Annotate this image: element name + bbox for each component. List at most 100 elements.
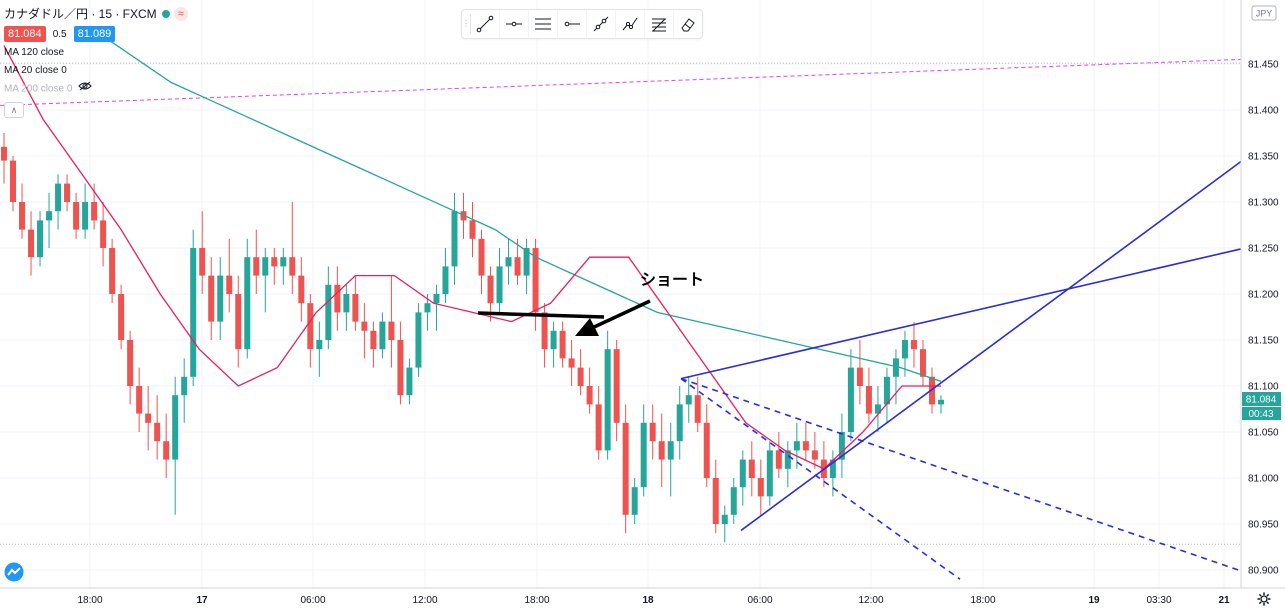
time-tick-label: 21 (1218, 595, 1230, 606)
ma120-legend[interactable]: MA 120 close (4, 47, 65, 58)
time-tick-label: 18 (642, 595, 654, 606)
trend-line-icon[interactable] (471, 10, 500, 38)
candle-body (928, 376, 935, 405)
candle-body (586, 386, 593, 405)
fib-retracement-icon[interactable] (645, 10, 674, 38)
candle-body (208, 275, 215, 322)
sell-button[interactable]: 81.084 (4, 26, 46, 42)
time-tick-label: 06:00 (300, 595, 325, 606)
candle-body (604, 349, 611, 451)
ma20-legend[interactable]: MA 20 close 0 (4, 65, 67, 76)
settings-gear-icon[interactable] (1257, 592, 1271, 606)
chart-legend: カナダドル／円 · 15 · FXCM ≈ 81.084 0.5 81.089 MA … (4, 4, 188, 98)
candle-body (559, 330, 566, 359)
spread-value: 0.5 (52, 29, 67, 40)
price-tick-label: 81.000 (1248, 474, 1279, 485)
candle-body (73, 202, 80, 230)
candle-body (901, 340, 908, 359)
dashed-trend-line (680, 377, 961, 580)
candle-body (766, 450, 773, 497)
price-tick-label: 81.100 (1248, 382, 1279, 393)
candle-body (892, 358, 899, 377)
extended-line-icon[interactable] (587, 10, 616, 38)
candle-body (82, 202, 89, 230)
candle-body (847, 367, 854, 432)
parallel-channel-icon[interactable] (529, 10, 558, 38)
dashed-trend-line (680, 377, 1242, 572)
candle-body (694, 395, 701, 423)
toolbar-grip-icon[interactable]: ⋮ (462, 14, 471, 34)
arrow-head (575, 318, 599, 336)
candle-body (316, 340, 323, 350)
eraser-icon[interactable] (674, 10, 702, 38)
ma-line (89, 26, 942, 383)
price-tick-label: 81.200 (1248, 290, 1279, 301)
currency-badge[interactable] (1251, 5, 1277, 21)
candle-body (703, 422, 710, 478)
current-price-text: 81.084 (1246, 395, 1277, 406)
candle-body (568, 358, 575, 368)
symbol-title[interactable]: カナダドル／円 · 15 · FXCM (4, 6, 157, 21)
price-tick-label: 81.050 (1248, 428, 1279, 439)
time-tick-label: 18:00 (970, 595, 995, 606)
candle-body (127, 340, 134, 386)
candle-body (865, 386, 872, 414)
horizontal-marker-line (477, 311, 605, 319)
candle-body (325, 284, 332, 340)
market-status-dot (161, 9, 170, 18)
candle-body (370, 330, 377, 350)
candle-body (280, 257, 287, 267)
trend-drawings[interactable] (477, 160, 1242, 580)
drawing-toolbar[interactable]: ⋮ (461, 9, 703, 39)
horizontal-ray-icon[interactable] (500, 10, 529, 38)
collapse-legend-button[interactable]: ∧ (4, 102, 24, 118)
short-annotation-label: ショート (640, 270, 704, 289)
delayed-data-badge[interactable]: ≈ (173, 6, 188, 21)
candle-body (352, 294, 359, 322)
candle-body (388, 321, 395, 340)
currency-label: JPY (1256, 9, 1273, 19)
tradingview-logo-icon[interactable] (4, 562, 24, 582)
candle-body (442, 266, 449, 294)
candle-body (199, 248, 206, 276)
candle-body (271, 257, 278, 267)
path-icon[interactable] (616, 10, 645, 38)
candle-body (55, 183, 62, 212)
candle-body (334, 284, 341, 313)
candle-body (145, 413, 152, 423)
price-tick-label: 81.150 (1248, 336, 1279, 347)
candle-body (505, 257, 512, 267)
candle-body (163, 441, 170, 460)
candle-body (136, 386, 143, 414)
time-axis[interactable]: 18:00 17 06:00 12:00 18:00 18 06:00 12:00 18:00 1… (77, 595, 1230, 606)
candle-body (46, 211, 53, 221)
candle-body (397, 340, 404, 396)
candle-body (838, 432, 845, 460)
candle-body (298, 275, 305, 304)
candle-body (190, 248, 197, 377)
candle-body (784, 450, 791, 469)
candle-body (478, 238, 485, 276)
candle-body (550, 330, 557, 350)
price-tick-label: 80.950 (1248, 520, 1279, 531)
candle-body (667, 441, 674, 460)
candle-body (938, 399, 944, 405)
ma-line (3, 45, 941, 470)
candle-body (757, 478, 764, 497)
price-axis[interactable]: 81.450 81.400 81.350 81.300 81.250 81.200 81.1… (1248, 60, 1279, 577)
ray-icon[interactable] (558, 10, 587, 38)
candle-body (19, 202, 26, 230)
ma200-legend[interactable]: MA 200 close 0 (4, 80, 188, 98)
candle-body (343, 294, 350, 313)
time-tick-label: 18:00 (524, 595, 549, 606)
candle-body (739, 459, 746, 488)
candle-body (649, 422, 656, 442)
candle-body (253, 257, 260, 276)
candle-body (451, 211, 458, 267)
candle-body (244, 257, 251, 350)
buy-button[interactable]: 81.089 (73, 26, 116, 42)
dashed-level-line (0, 58, 1242, 106)
hidden-eye-icon[interactable] (78, 80, 93, 98)
candle-body (469, 220, 476, 239)
